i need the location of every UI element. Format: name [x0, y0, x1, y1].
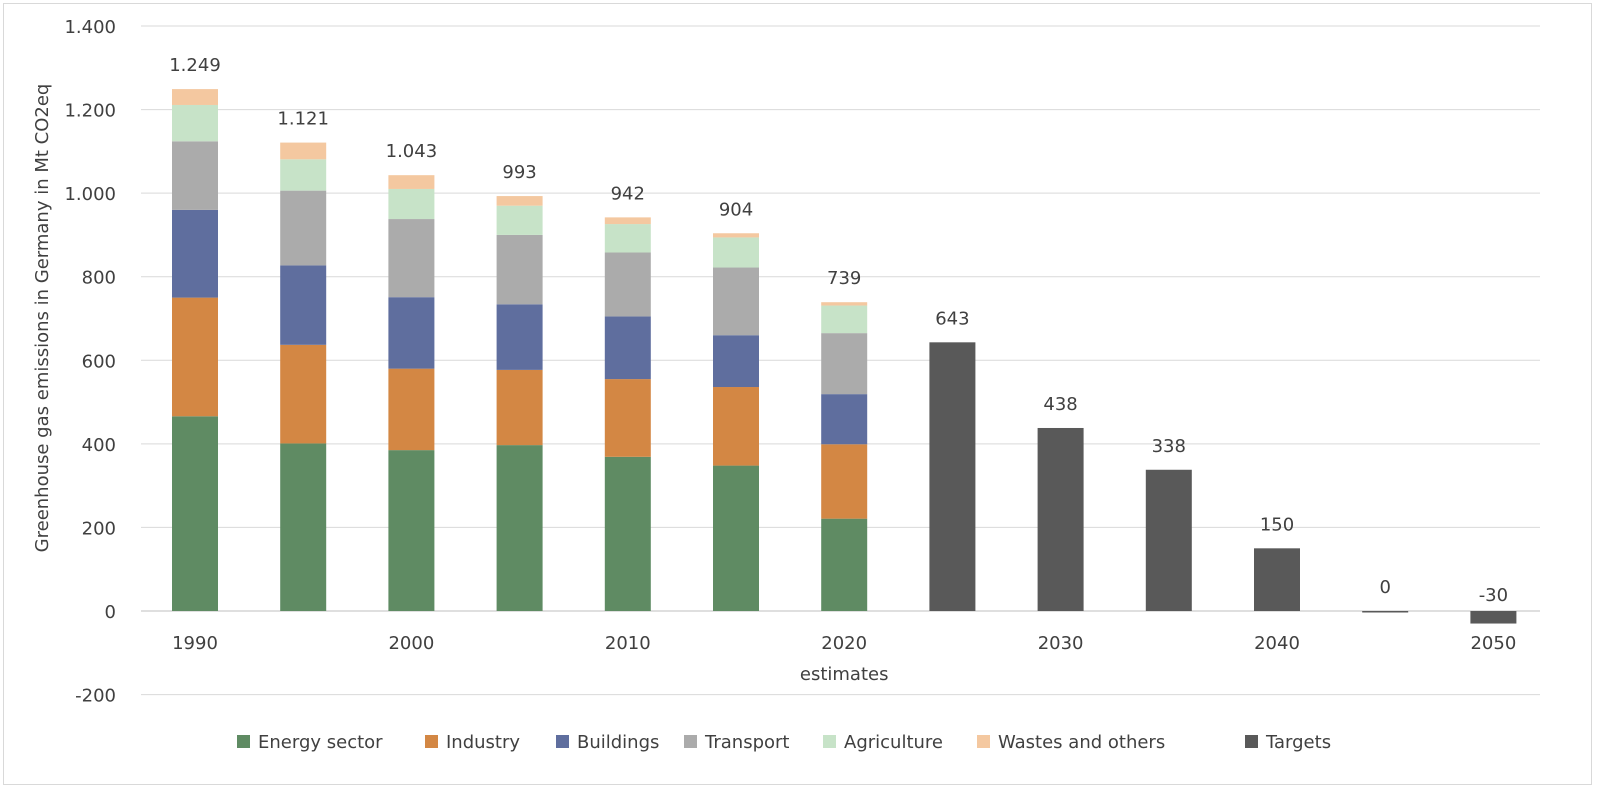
bar-segment-energy-sector [713, 465, 759, 611]
x-tick-label: 1990 [172, 633, 218, 654]
bar-segment-buildings [496, 304, 543, 370]
legend-swatch [977, 735, 990, 748]
bar-segment-industry [604, 379, 651, 457]
bar-segment-industry [388, 368, 435, 451]
bar-segment-agriculture [388, 188, 435, 220]
bar-segment-agriculture [496, 205, 543, 235]
x-tick-label: 2000 [388, 633, 434, 654]
bar-segment-agriculture [604, 224, 651, 253]
legend-label: Buildings [577, 732, 659, 753]
data-label: 438 [1043, 394, 1077, 415]
bar-segment-wastes-and-others [280, 142, 327, 160]
bar-segment-transport [388, 219, 435, 298]
bar-segment-energy-sector [604, 456, 651, 611]
bar-segment-energy-sector [388, 450, 435, 611]
bar-segment-buildings [821, 394, 868, 445]
bar-segment-wastes-and-others [172, 89, 218, 105]
x-tick-sublabel: estimates [800, 664, 889, 685]
data-label: 1.043 [386, 141, 438, 162]
y-axis-label: Greenhouse gas emissions in Germany in M… [32, 84, 53, 553]
data-label: 1.249 [169, 55, 221, 76]
x-tick-label: 2030 [1038, 633, 1084, 654]
bar-segment-transport [713, 267, 759, 336]
legend-label: Agriculture [844, 732, 943, 753]
bar-segment-buildings [280, 265, 327, 345]
bar-segment-energy-sector [280, 443, 327, 611]
y-tick-label: 1.400 [64, 17, 116, 38]
bar-segment-energy-sector [496, 445, 543, 611]
bar-segment-targets [929, 342, 976, 611]
bar-segment-targets [1254, 548, 1300, 611]
y-tick-label: 1.200 [64, 101, 116, 122]
bar-segment-industry [496, 369, 543, 446]
legend-label: Energy sector [258, 732, 383, 753]
data-label: 739 [827, 268, 861, 289]
data-label: 338 [1152, 436, 1186, 457]
bar-segment-wastes-and-others [388, 175, 435, 189]
data-label: 904 [719, 199, 753, 220]
bar-segment-transport [172, 141, 218, 210]
bar-segment-energy-sector [821, 518, 868, 611]
bar-segment-buildings [388, 297, 435, 369]
legend-label: Wastes and others [998, 732, 1165, 753]
chart-frame [3, 3, 1592, 785]
bar-segment-industry [713, 387, 759, 466]
x-tick-label: 2020 [821, 633, 867, 654]
legend-swatch [556, 735, 569, 748]
bar-segment-wastes-and-others [604, 217, 651, 225]
y-tick-label: 400 [82, 435, 116, 456]
bar-segment-targets [1037, 427, 1084, 611]
legend-swatch [684, 735, 697, 748]
data-label: 1.121 [277, 109, 329, 130]
legend-label: Transport [704, 732, 789, 753]
legend-swatch [823, 735, 836, 748]
y-tick-label: 800 [82, 268, 116, 289]
data-label: -30 [1479, 585, 1508, 606]
legend-label: Industry [446, 732, 520, 753]
bar-segment-industry [172, 297, 218, 417]
y-tick-label: 200 [82, 518, 116, 539]
legend-swatch [237, 735, 250, 748]
bar-segment-buildings [604, 316, 651, 380]
legend-swatch [425, 735, 438, 748]
data-label: 150 [1260, 514, 1294, 535]
bar-segment-transport [280, 190, 327, 266]
bar-segment-targets [1362, 611, 1409, 613]
bar-segment-agriculture [280, 159, 327, 191]
bar-segment-industry [821, 444, 868, 519]
legend-label: Targets [1265, 732, 1331, 753]
bar-segment-transport [604, 252, 651, 317]
data-label: 0 [1379, 577, 1390, 598]
bar-segment-agriculture [713, 237, 759, 268]
y-tick-label: 1.000 [64, 184, 116, 205]
y-tick-label: 600 [82, 351, 116, 372]
bar-segment-agriculture [172, 104, 218, 142]
bar-segment-wastes-and-others [821, 302, 868, 306]
bar-segment-transport [821, 333, 868, 395]
x-tick-label: 2040 [1254, 633, 1300, 654]
bar-segment-transport [496, 234, 543, 305]
bar-segment-targets [1145, 469, 1192, 611]
y-tick-label: 0 [105, 602, 116, 623]
bar-segment-wastes-and-others [713, 233, 759, 238]
bar-segment-buildings [713, 335, 759, 388]
bar-segment-wastes-and-others [496, 196, 543, 206]
bar-segment-industry [280, 344, 327, 444]
bar-segment-agriculture [821, 305, 868, 334]
legend-swatch [1245, 735, 1258, 748]
bar-segment-energy-sector [172, 416, 218, 611]
x-tick-label: 2050 [1470, 633, 1516, 654]
data-label: 942 [611, 183, 645, 204]
bar-segment-buildings [172, 209, 218, 298]
x-tick-label: 2010 [605, 633, 651, 654]
data-label: 643 [935, 308, 969, 329]
y-tick-label: -200 [75, 686, 116, 707]
bar-segment-targets [1470, 611, 1517, 624]
data-label: 993 [502, 162, 536, 183]
